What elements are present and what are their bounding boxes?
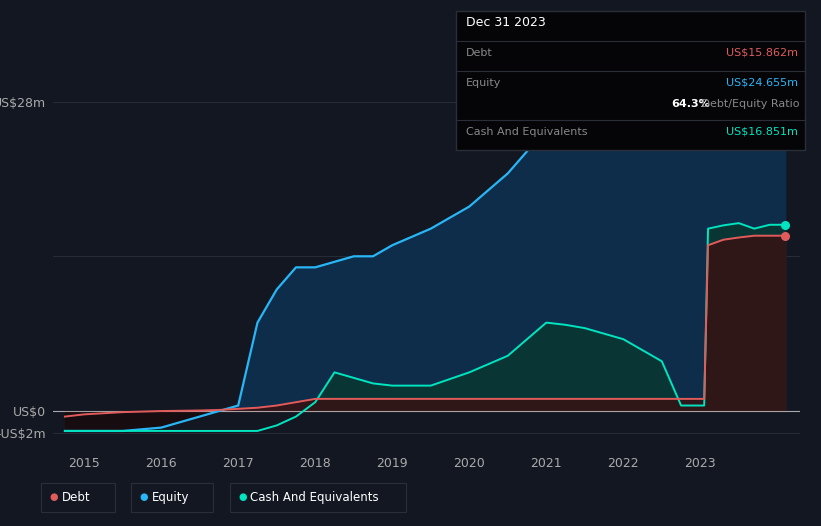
Text: US$24.655m: US$24.655m (726, 78, 798, 88)
Text: US$16.851m: US$16.851m (726, 127, 798, 137)
Text: Dec 31 2023: Dec 31 2023 (466, 16, 545, 29)
Text: ●: ● (238, 492, 246, 502)
Text: Equity: Equity (466, 78, 501, 88)
Text: ●: ● (140, 492, 148, 502)
Text: Debt/Equity Ratio: Debt/Equity Ratio (698, 99, 800, 109)
Text: ●: ● (49, 492, 57, 502)
Text: 64.3%: 64.3% (671, 99, 709, 109)
Text: Cash And Equivalents: Cash And Equivalents (250, 491, 379, 503)
Text: Equity: Equity (152, 491, 190, 503)
Text: US$15.862m: US$15.862m (726, 48, 798, 58)
Text: Cash And Equivalents: Cash And Equivalents (466, 127, 587, 137)
Text: Debt: Debt (466, 48, 493, 58)
Text: Debt: Debt (62, 491, 90, 503)
